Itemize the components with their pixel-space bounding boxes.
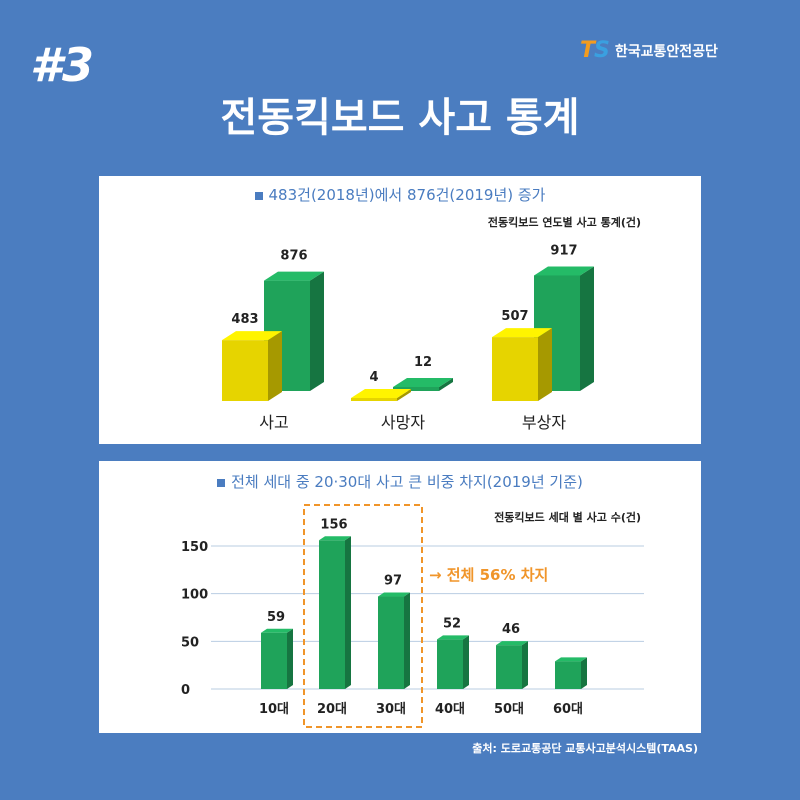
value-label-10대: 59	[267, 610, 285, 625]
panel2-subtitle: 전동킥보드 세대 별 사고 수(건)	[494, 511, 641, 524]
bar-front	[393, 387, 439, 391]
x-tick-label-10대: 10대	[259, 702, 289, 717]
bar-side	[310, 271, 324, 391]
bar-40대	[437, 635, 469, 689]
bar-side	[522, 641, 528, 689]
bar-side	[538, 328, 552, 401]
age-stats-panel: 전체 세대 중 20·30대 사고 큰 비중 차지(2019년 기준) 전동킥보…	[99, 461, 701, 733]
yearly-bar-chart: 483 876 사고 4 12 사망자 507 917 부상자	[222, 243, 594, 432]
value-label-2018-1: 483	[231, 312, 258, 327]
value-label-2018-3: 507	[501, 309, 528, 324]
logo-text: 한국교통안전공단	[614, 43, 718, 60]
category-label-2: 사망자	[381, 413, 425, 432]
bar-front	[222, 340, 268, 401]
y-tick-label-100: 100	[181, 588, 208, 603]
x-tick-label-30대: 30대	[376, 702, 406, 717]
source-note: 출처: 도로교통공단 교통사고분석시스템(TAAS)	[472, 742, 698, 755]
bar-top	[378, 592, 410, 597]
y-tick-label-150: 150	[181, 540, 208, 555]
bar-top	[534, 266, 594, 276]
panel1-subtitle: 전동킥보드 연도별 사고 통계(건)	[487, 216, 641, 229]
bar-2018-2	[351, 389, 411, 401]
bar-front	[261, 632, 287, 689]
bar-20대	[319, 536, 351, 689]
panel2-title: 전체 세대 중 20·30대 사고 큰 비중 차지(2019년 기준)	[99, 471, 701, 492]
value-label-30대: 97	[384, 574, 402, 589]
bar-top	[492, 328, 552, 338]
section-number: #3	[30, 38, 95, 92]
value-label-2019-3: 917	[550, 243, 577, 258]
x-tick-label-60대: 60대	[553, 702, 583, 717]
bar-top	[319, 536, 351, 541]
bar-front	[378, 596, 404, 689]
y-tick-label-50: 50	[181, 635, 199, 650]
x-tick-label-50대: 50대	[494, 702, 524, 717]
value-label-2019-1: 876	[280, 249, 307, 264]
bar-top	[437, 635, 469, 640]
bar-side	[345, 536, 351, 689]
bar-2018-3	[492, 328, 552, 401]
bar-front	[555, 661, 581, 689]
bar-front	[492, 337, 538, 401]
bar-side	[580, 266, 594, 391]
bar-side	[463, 635, 469, 689]
bar-2018-1	[222, 331, 282, 401]
bar-50대	[496, 641, 528, 689]
bar-top	[393, 378, 453, 387]
highlight-annotation: → 전체 56% 차지	[429, 566, 548, 584]
category-label-1: 사고	[259, 413, 288, 432]
bar-front	[496, 645, 522, 689]
bar-top	[351, 389, 411, 398]
bar-2019-2	[393, 378, 453, 391]
bar-side	[439, 378, 453, 391]
y-tick-label-0: 0	[181, 683, 190, 698]
bar-top	[496, 641, 528, 646]
age-bar-chart: 0 50 100 150 59 10대 156 20대 97 30대 52 40대 46 50대 60대 → …	[181, 504, 644, 728]
bar-side	[404, 592, 410, 689]
value-label-2019-2: 12	[414, 355, 432, 370]
x-tick-label-20대: 20대	[317, 702, 347, 717]
bar-side	[268, 331, 282, 401]
ts-logo: TS 한국교통안전공단	[580, 38, 718, 63]
bar-side	[581, 657, 587, 689]
bar-side	[397, 389, 411, 401]
bar-60대	[555, 657, 587, 689]
bar-top	[555, 657, 587, 662]
bar-front	[319, 540, 345, 689]
yearly-stats-panel: 483건(2018년)에서 876건(2019년) 증가 전동킥보드 연도별 사…	[99, 176, 701, 444]
bar-30대	[378, 592, 410, 689]
bar-top	[264, 271, 324, 281]
bar-front	[437, 639, 463, 689]
bar-front	[351, 398, 397, 401]
value-label-40대: 52	[443, 616, 461, 631]
x-tick-label-40대: 40대	[435, 702, 465, 717]
bar-10대	[261, 628, 293, 689]
bar-top	[222, 331, 282, 341]
value-label-20대: 156	[320, 517, 347, 532]
page-title: 전동킥보드 사고 통계	[220, 95, 580, 141]
value-label-50대: 46	[502, 622, 520, 637]
bar-side	[287, 628, 293, 689]
bar-top	[261, 628, 293, 633]
ts-logo-mark: TS	[580, 38, 610, 63]
category-label-3: 부상자	[522, 413, 566, 432]
panel1-title: 483건(2018년)에서 876건(2019년) 증가	[99, 184, 701, 205]
value-label-2018-2: 4	[369, 370, 378, 385]
